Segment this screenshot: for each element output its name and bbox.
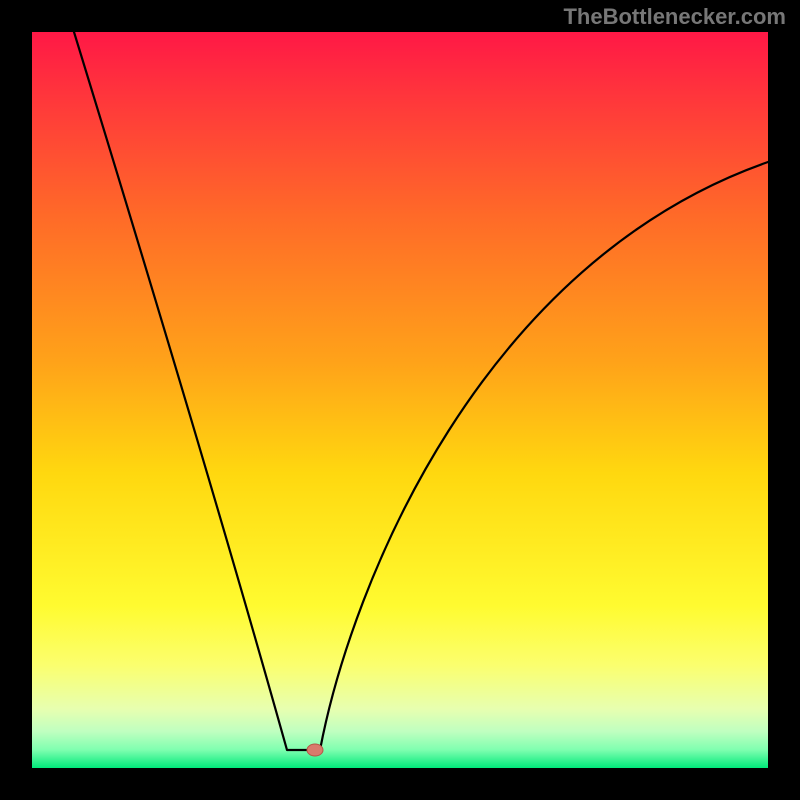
watermark-text: TheBottlenecker.com: [563, 4, 786, 30]
gradient-background: [32, 32, 768, 768]
optimum-marker: [307, 744, 323, 756]
plot-area: [32, 32, 768, 768]
